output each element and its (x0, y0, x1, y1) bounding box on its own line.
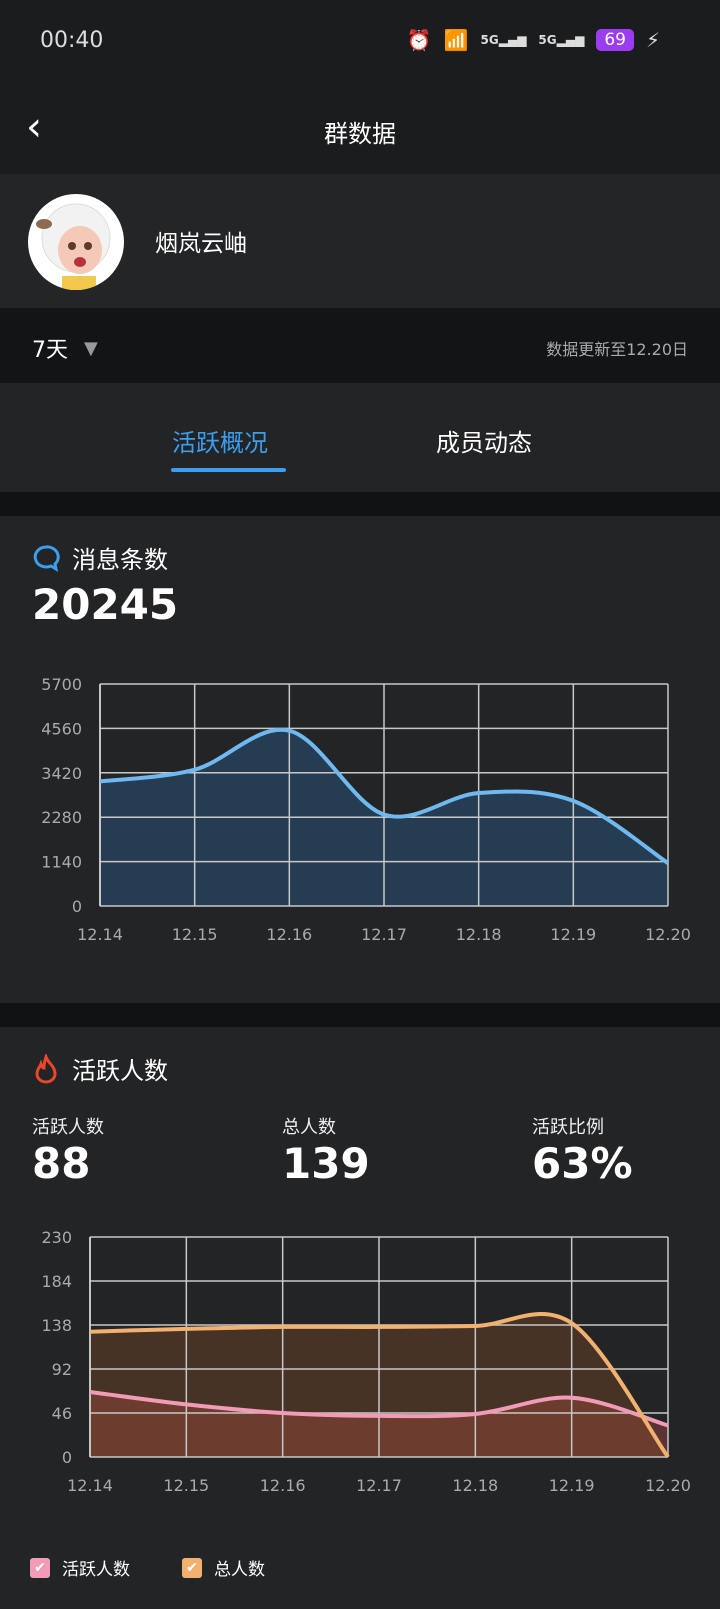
flame-icon (35, 1053, 57, 1083)
messages-title: 消息条数 (72, 546, 168, 574)
x-tick-label: 12.19 (550, 925, 596, 944)
range-label: 7天 (32, 338, 68, 363)
status-bar: 00:40 ⏰ 📶 5G▂▄▆ 5G▂▄▆ 69 ⚡ (0, 0, 720, 86)
range-dropdown[interactable]: 7天 ▼ (32, 332, 98, 364)
filter-bar: 7天 ▼ 数据更新至12.20日 (0, 308, 720, 383)
back-button[interactable]: ‹ (26, 104, 42, 150)
y-tick-label: 0 (72, 897, 82, 916)
x-tick-label: 12.18 (452, 1476, 498, 1495)
messages-total: 20245 (32, 580, 179, 629)
y-tick-label: 1140 (41, 853, 82, 872)
y-tick-label: 2280 (41, 808, 82, 827)
legend-checkbox-total[interactable]: ✔ (182, 1557, 202, 1578)
active-tab-indicator (171, 468, 286, 472)
y-tick-label: 230 (41, 1228, 72, 1247)
stat-label: 总人数 (282, 1117, 336, 1138)
chat-bubble-icon (33, 544, 60, 572)
stat-value: 139 (282, 1139, 370, 1188)
y-tick-label: 5700 (41, 675, 82, 694)
update-note: 数据更新至12.20日 (546, 340, 688, 359)
x-tick-label: 12.16 (260, 1476, 306, 1495)
caret-down-icon: ▼ (84, 337, 98, 359)
tab-bar: 活跃概况 成员动态 (0, 383, 720, 492)
wifi-icon: 📶 (443, 28, 469, 52)
active-members-card: 活跃人数 活跃人数 88 总人数 139 活跃比例 63% 0 46 92 138 184 23… (0, 1027, 720, 1609)
x-tick-label: 12.14 (77, 925, 123, 944)
x-tick-label: 12.20 (645, 1476, 691, 1495)
chart-legend: ✔ 活跃人数 ✔ 总人数 (30, 1555, 265, 1580)
stat-ratio: 活跃比例 63% (532, 1113, 633, 1188)
legend-checkbox-active[interactable]: ✔ (30, 1557, 50, 1578)
x-tick-label: 12.14 (67, 1476, 113, 1495)
clock: 00:40 (40, 28, 104, 53)
legend-label: 总人数 (214, 1560, 265, 1580)
alarm-icon: ⏰ (406, 28, 432, 52)
messages-card: 消息条数 20245 0 1140 2280 3420 4560 5700 12.14 12.… (0, 516, 720, 1003)
signal-icon: 5G▂▄▆ (480, 33, 527, 47)
x-tick-label: 12.15 (163, 1476, 209, 1495)
status-icons: ⏰ 📶 5G▂▄▆ 5G▂▄▆ 69 ⚡ (407, 28, 660, 52)
series-line (99, 727, 670, 865)
x-tick-label: 12.17 (361, 925, 407, 944)
charging-icon: ⚡ (645, 28, 660, 52)
stat-value: 88 (32, 1139, 91, 1188)
x-tick-label: 12.19 (549, 1476, 595, 1495)
group-info: 烟岚云岫 (0, 174, 720, 308)
active-members-chart: 0 46 92 138 184 230 12.14 12.15 12.16 12.17 12.18 1… (41, 1228, 691, 1495)
y-tick-label: 4560 (41, 719, 82, 738)
page-title: 群数据 (324, 120, 396, 148)
y-tick-label: 92 (52, 1360, 72, 1379)
x-tick-label: 12.20 (645, 925, 691, 944)
y-tick-label: 0 (62, 1448, 72, 1467)
tab-activity-overview[interactable]: 活跃概况 (172, 429, 268, 457)
y-tick-label: 184 (41, 1272, 72, 1291)
stat-label: 活跃人数 (32, 1117, 104, 1138)
stat-label: 活跃比例 (532, 1117, 604, 1138)
battery-indicator: 69 (596, 29, 634, 51)
avatar[interactable] (28, 194, 124, 290)
messages-heading: 消息条数 (32, 540, 168, 575)
network-type: 5G (480, 33, 499, 47)
active-title: 活跃人数 (72, 1057, 168, 1085)
active-heading: 活跃人数 (32, 1051, 168, 1086)
x-tick-label: 12.15 (172, 925, 218, 944)
x-tick-label: 12.17 (356, 1476, 402, 1495)
messages-chart: 0 1140 2280 3420 4560 5700 12.14 12.15 12.16 12.1… (41, 675, 691, 944)
stat-value: 63% (532, 1139, 633, 1188)
signal-icon: 5G▂▄▆ (538, 33, 585, 47)
series-line (89, 1389, 669, 1428)
network-type: 5G (538, 33, 557, 47)
y-tick-label: 138 (41, 1316, 72, 1335)
stat-active: 活跃人数 88 (32, 1113, 104, 1188)
y-tick-label: 46 (52, 1404, 72, 1423)
app-header: ‹ 群数据 (0, 86, 720, 174)
tab-member-activity[interactable]: 成员动态 (436, 429, 532, 457)
x-tick-label: 12.18 (456, 925, 502, 944)
series-line (89, 1312, 670, 1459)
x-tick-label: 12.16 (266, 925, 312, 944)
legend-label: 活跃人数 (62, 1560, 130, 1580)
group-name: 烟岚云岫 (155, 231, 247, 257)
y-tick-label: 3420 (41, 764, 82, 783)
stat-total: 总人数 139 (282, 1113, 370, 1188)
